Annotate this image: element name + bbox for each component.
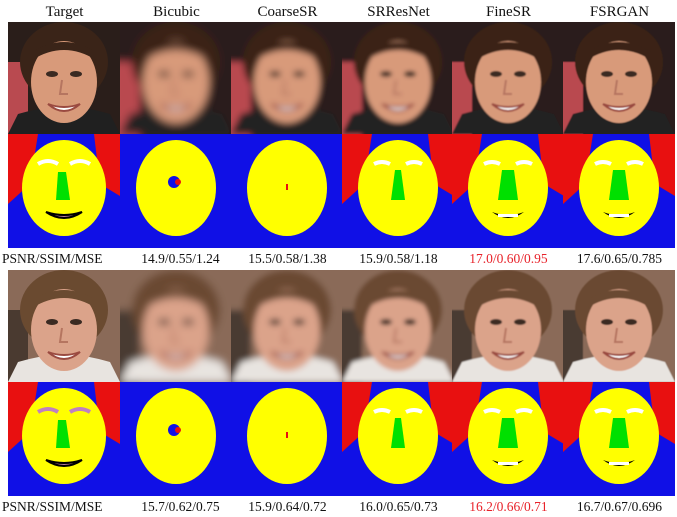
metric-label: PSNR/SSIM/MSE	[2, 251, 103, 266]
metric-label: PSNR/SSIM/MSE	[2, 499, 103, 514]
parsing-tile-target	[8, 134, 120, 248]
parsing-tile-bicubic	[120, 134, 232, 248]
column-header-srresnet: SRResNet	[367, 4, 430, 20]
face-photo	[120, 270, 232, 382]
column-header-fsrgan: FSRGAN	[589, 4, 650, 20]
face-tile-target	[8, 270, 120, 382]
face-photo	[231, 270, 343, 382]
metric-value-coarsesr: 15.5/0.58/1.38	[248, 251, 327, 266]
face-photo	[342, 22, 454, 134]
face-tile-coarsesr	[231, 22, 343, 134]
face-photo	[8, 22, 120, 134]
parsing-tile-srresnet	[342, 134, 454, 248]
face-tile-coarsesr	[231, 270, 343, 382]
face-photo	[231, 22, 343, 134]
metric-value-fsrgan: 16.7/0.67/0.696	[576, 499, 663, 514]
parsing-map	[563, 382, 675, 496]
parsing-map	[452, 134, 564, 248]
parsing-map	[342, 134, 454, 248]
metric-value-bicubic: 14.9/0.55/1.24	[141, 251, 220, 266]
parsing-map	[342, 382, 454, 496]
face-tile-bicubic	[120, 270, 232, 382]
face-photo	[120, 22, 232, 134]
parsing-tile-target	[8, 382, 120, 496]
metric-value-bicubic: 15.7/0.62/0.75	[141, 499, 220, 514]
parsing-map	[8, 382, 120, 496]
parsing-map	[231, 134, 343, 248]
parsing-map	[120, 382, 232, 496]
parsing-tile-coarsesr	[231, 134, 343, 248]
face-tile-fsrgan	[563, 22, 675, 134]
parsing-tile-bicubic	[120, 382, 232, 496]
metric-value-finesr: 17.0/0.60/0.95	[469, 251, 548, 266]
column-header-bicubic: Bicubic	[153, 4, 200, 20]
parsing-map	[120, 134, 232, 248]
metric-value-srresnet: 15.9/0.58/1.18	[359, 251, 438, 266]
face-photo	[452, 270, 564, 382]
column-header-target: Target	[45, 4, 84, 20]
face-photo	[563, 22, 675, 134]
metric-value-fsrgan: 17.6/0.65/0.785	[576, 251, 663, 266]
parsing-tile-finesr	[452, 382, 564, 496]
parsing-tile-fsrgan	[563, 382, 675, 496]
parsing-map	[452, 382, 564, 496]
parsing-tile-fsrgan	[563, 134, 675, 248]
face-tile-srresnet	[342, 22, 454, 134]
parsing-tile-srresnet	[342, 382, 454, 496]
metric-value-srresnet: 16.0/0.65/0.73	[359, 499, 438, 514]
face-photo	[452, 22, 564, 134]
face-photo	[563, 270, 675, 382]
column-header-coarsesr: CoarseSR	[257, 4, 318, 20]
face-tile-target	[8, 22, 120, 134]
metric-value-finesr: 16.2/0.66/0.71	[469, 499, 548, 514]
face-tile-finesr	[452, 270, 564, 382]
parsing-tile-coarsesr	[231, 382, 343, 496]
face-photo	[342, 270, 454, 382]
column-header-finesr: FineSR	[485, 4, 531, 20]
face-tile-finesr	[452, 22, 564, 134]
parsing-map	[8, 134, 120, 248]
parsing-tile-finesr	[452, 134, 564, 248]
metrics-row: PSNR/SSIM/MSE 15.7/0.62/0.75 15.9/0.64/0.7…	[0, 497, 677, 517]
metrics-row: PSNR/SSIM/MSE 14.9/0.55/1.24 15.5/0.58/1.3…	[0, 249, 677, 269]
face-tile-fsrgan	[563, 270, 675, 382]
parsing-map	[231, 382, 343, 496]
metric-value-coarsesr: 15.9/0.64/0.72	[248, 499, 327, 514]
parsing-map	[563, 134, 675, 248]
face-photo	[8, 270, 120, 382]
face-tile-bicubic	[120, 22, 232, 134]
face-tile-srresnet	[342, 270, 454, 382]
